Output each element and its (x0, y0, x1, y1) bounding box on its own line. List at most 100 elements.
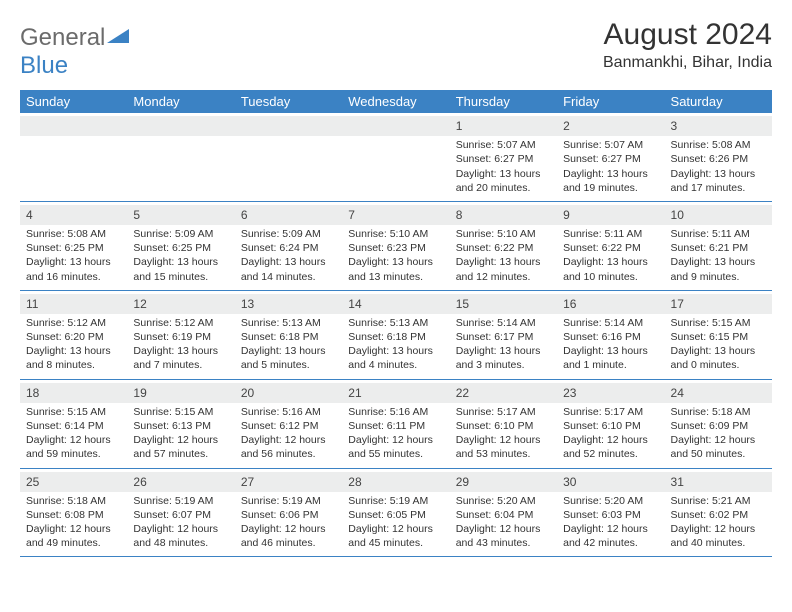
calendar-day-cell: 3Sunrise: 5:08 AMSunset: 6:26 PMDaylight… (665, 113, 772, 201)
calendar-day-cell: 12Sunrise: 5:12 AMSunset: 6:19 PMDayligh… (127, 290, 234, 379)
month-title: August 2024 (603, 18, 772, 52)
calendar-day-cell: 30Sunrise: 5:20 AMSunset: 6:03 PMDayligh… (557, 468, 664, 557)
day-details: Sunrise: 5:08 AMSunset: 6:26 PMDaylight:… (671, 138, 766, 195)
logo-text: General Blue (20, 24, 129, 80)
calendar-day-cell: 21Sunrise: 5:16 AMSunset: 6:11 PMDayligh… (342, 379, 449, 468)
day-number: 12 (127, 294, 234, 314)
day-number: 4 (20, 205, 127, 225)
day-details: Sunrise: 5:14 AMSunset: 6:16 PMDaylight:… (563, 316, 658, 373)
calendar-day-cell: 25Sunrise: 5:18 AMSunset: 6:08 PMDayligh… (20, 468, 127, 557)
day-number: 23 (557, 383, 664, 403)
day-number (342, 116, 449, 136)
day-number: 17 (665, 294, 772, 314)
day-number: 5 (127, 205, 234, 225)
day-details: Sunrise: 5:13 AMSunset: 6:18 PMDaylight:… (241, 316, 336, 373)
calendar-day-cell: 20Sunrise: 5:16 AMSunset: 6:12 PMDayligh… (235, 379, 342, 468)
day-header: Sunday (20, 90, 127, 113)
day-header: Tuesday (235, 90, 342, 113)
calendar-table: SundayMondayTuesdayWednesdayThursdayFrid… (20, 90, 772, 557)
day-details: Sunrise: 5:10 AMSunset: 6:22 PMDaylight:… (456, 227, 551, 284)
day-header: Wednesday (342, 90, 449, 113)
calendar-day-cell: 27Sunrise: 5:19 AMSunset: 6:06 PMDayligh… (235, 468, 342, 557)
day-number (127, 116, 234, 136)
location-text: Banmankhi, Bihar, India (603, 54, 772, 72)
day-details: Sunrise: 5:14 AMSunset: 6:17 PMDaylight:… (456, 316, 551, 373)
day-number: 9 (557, 205, 664, 225)
calendar-day-cell: 11Sunrise: 5:12 AMSunset: 6:20 PMDayligh… (20, 290, 127, 379)
day-header: Thursday (450, 90, 557, 113)
title-block: August 2024 Banmankhi, Bihar, India (603, 18, 772, 72)
calendar-day-cell: 8Sunrise: 5:10 AMSunset: 6:22 PMDaylight… (450, 201, 557, 290)
calendar-day-cell: 9Sunrise: 5:11 AMSunset: 6:22 PMDaylight… (557, 201, 664, 290)
calendar-day-cell: 13Sunrise: 5:13 AMSunset: 6:18 PMDayligh… (235, 290, 342, 379)
day-details: Sunrise: 5:17 AMSunset: 6:10 PMDaylight:… (563, 405, 658, 462)
day-number: 19 (127, 383, 234, 403)
day-details: Sunrise: 5:07 AMSunset: 6:27 PMDaylight:… (563, 138, 658, 195)
day-details: Sunrise: 5:15 AMSunset: 6:14 PMDaylight:… (26, 405, 121, 462)
calendar-day-cell: 19Sunrise: 5:15 AMSunset: 6:13 PMDayligh… (127, 379, 234, 468)
day-details: Sunrise: 5:19 AMSunset: 6:06 PMDaylight:… (241, 494, 336, 551)
day-details: Sunrise: 5:12 AMSunset: 6:19 PMDaylight:… (133, 316, 228, 373)
calendar-day-cell: 17Sunrise: 5:15 AMSunset: 6:15 PMDayligh… (665, 290, 772, 379)
day-number: 11 (20, 294, 127, 314)
calendar-day-cell: 22Sunrise: 5:17 AMSunset: 6:10 PMDayligh… (450, 379, 557, 468)
day-details: Sunrise: 5:16 AMSunset: 6:12 PMDaylight:… (241, 405, 336, 462)
logo-triangle-icon (107, 24, 129, 52)
day-number: 16 (557, 294, 664, 314)
calendar-day-cell: 31Sunrise: 5:21 AMSunset: 6:02 PMDayligh… (665, 468, 772, 557)
calendar-day-cell (20, 113, 127, 201)
day-details: Sunrise: 5:17 AMSunset: 6:10 PMDaylight:… (456, 405, 551, 462)
day-details: Sunrise: 5:11 AMSunset: 6:22 PMDaylight:… (563, 227, 658, 284)
day-number: 21 (342, 383, 449, 403)
calendar-day-cell: 6Sunrise: 5:09 AMSunset: 6:24 PMDaylight… (235, 201, 342, 290)
calendar-day-cell: 10Sunrise: 5:11 AMSunset: 6:21 PMDayligh… (665, 201, 772, 290)
calendar-week-row: 25Sunrise: 5:18 AMSunset: 6:08 PMDayligh… (20, 468, 772, 557)
calendar-day-cell: 16Sunrise: 5:14 AMSunset: 6:16 PMDayligh… (557, 290, 664, 379)
day-number: 28 (342, 472, 449, 492)
calendar-day-cell: 2Sunrise: 5:07 AMSunset: 6:27 PMDaylight… (557, 113, 664, 201)
day-of-week-header-row: SundayMondayTuesdayWednesdayThursdayFrid… (20, 90, 772, 113)
calendar-day-cell: 18Sunrise: 5:15 AMSunset: 6:14 PMDayligh… (20, 379, 127, 468)
day-header: Saturday (665, 90, 772, 113)
day-details: Sunrise: 5:21 AMSunset: 6:02 PMDaylight:… (671, 494, 766, 551)
day-details: Sunrise: 5:10 AMSunset: 6:23 PMDaylight:… (348, 227, 443, 284)
day-number: 25 (20, 472, 127, 492)
calendar-day-cell: 14Sunrise: 5:13 AMSunset: 6:18 PMDayligh… (342, 290, 449, 379)
day-number: 18 (20, 383, 127, 403)
calendar-day-cell: 4Sunrise: 5:08 AMSunset: 6:25 PMDaylight… (20, 201, 127, 290)
day-details: Sunrise: 5:16 AMSunset: 6:11 PMDaylight:… (348, 405, 443, 462)
calendar-day-cell: 26Sunrise: 5:19 AMSunset: 6:07 PMDayligh… (127, 468, 234, 557)
day-number: 27 (235, 472, 342, 492)
day-number: 13 (235, 294, 342, 314)
logo: General Blue (20, 24, 129, 80)
day-details: Sunrise: 5:13 AMSunset: 6:18 PMDaylight:… (348, 316, 443, 373)
day-number: 10 (665, 205, 772, 225)
calendar-day-cell: 24Sunrise: 5:18 AMSunset: 6:09 PMDayligh… (665, 379, 772, 468)
calendar-day-cell: 1Sunrise: 5:07 AMSunset: 6:27 PMDaylight… (450, 113, 557, 201)
day-number: 2 (557, 116, 664, 136)
day-details: Sunrise: 5:11 AMSunset: 6:21 PMDaylight:… (671, 227, 766, 284)
day-details: Sunrise: 5:19 AMSunset: 6:05 PMDaylight:… (348, 494, 443, 551)
calendar-day-cell: 5Sunrise: 5:09 AMSunset: 6:25 PMDaylight… (127, 201, 234, 290)
calendar-day-cell (235, 113, 342, 201)
day-details: Sunrise: 5:12 AMSunset: 6:20 PMDaylight:… (26, 316, 121, 373)
day-header: Monday (127, 90, 234, 113)
calendar-week-row: 4Sunrise: 5:08 AMSunset: 6:25 PMDaylight… (20, 201, 772, 290)
day-number: 24 (665, 383, 772, 403)
day-details: Sunrise: 5:19 AMSunset: 6:07 PMDaylight:… (133, 494, 228, 551)
day-number (235, 116, 342, 136)
day-number (20, 116, 127, 136)
day-number: 15 (450, 294, 557, 314)
calendar-week-row: 18Sunrise: 5:15 AMSunset: 6:14 PMDayligh… (20, 379, 772, 468)
day-number: 14 (342, 294, 449, 314)
day-number: 20 (235, 383, 342, 403)
calendar-week-row: 11Sunrise: 5:12 AMSunset: 6:20 PMDayligh… (20, 290, 772, 379)
calendar-day-cell (342, 113, 449, 201)
day-number: 30 (557, 472, 664, 492)
calendar-body: 1Sunrise: 5:07 AMSunset: 6:27 PMDaylight… (20, 113, 772, 557)
day-number: 31 (665, 472, 772, 492)
calendar-day-cell: 15Sunrise: 5:14 AMSunset: 6:17 PMDayligh… (450, 290, 557, 379)
day-details: Sunrise: 5:15 AMSunset: 6:15 PMDaylight:… (671, 316, 766, 373)
day-number: 6 (235, 205, 342, 225)
day-details: Sunrise: 5:09 AMSunset: 6:25 PMDaylight:… (133, 227, 228, 284)
